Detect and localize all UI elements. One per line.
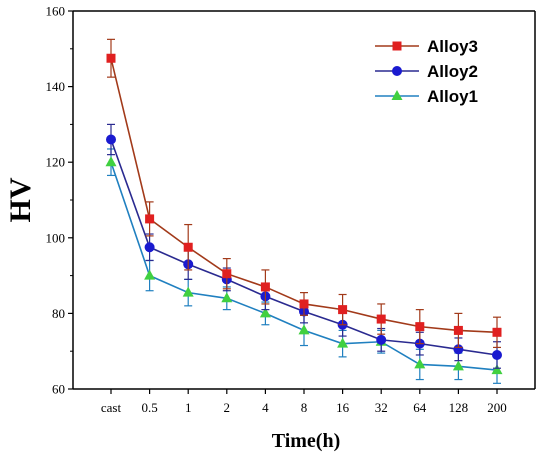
legend-marker: [392, 41, 402, 51]
data-point: [144, 242, 155, 253]
x-tick-label: 2: [224, 400, 231, 415]
data-point: [415, 322, 425, 332]
data-point: [491, 364, 503, 375]
series-alloy3: [106, 38, 502, 349]
data-point: [260, 282, 270, 292]
data-point: [452, 360, 464, 371]
x-ticks: cast 0.5 1 2 4 8 16 32 64 128 200: [101, 389, 507, 415]
data-point: [298, 324, 310, 335]
data-point: [145, 214, 155, 224]
data-point: [376, 334, 387, 345]
x-tick-label: cast: [101, 400, 122, 415]
x-tick-label: 0.5: [141, 400, 157, 415]
y-tick-label: 140: [46, 79, 66, 94]
y-tick-label: 120: [46, 155, 66, 170]
y-tick-label: 100: [46, 230, 66, 245]
legend-item: Alloy3: [375, 37, 478, 56]
data-point: [453, 344, 464, 355]
legend-marker: [391, 90, 403, 100]
legend-marker: [392, 66, 402, 76]
series-layer: [105, 38, 503, 384]
data-point: [106, 53, 116, 63]
x-tick-label: 1: [185, 400, 192, 415]
legend-label: Alloy2: [427, 62, 478, 81]
series-alloy1: [105, 148, 503, 384]
x-tick-label: 200: [487, 400, 507, 415]
legend-label: Alloy3: [427, 37, 478, 56]
data-point: [414, 358, 426, 369]
x-tick-label: 64: [413, 400, 427, 415]
data-point: [453, 325, 463, 335]
x-axis-title: Time(h): [272, 430, 341, 452]
x-tick-label: 4: [262, 400, 269, 415]
data-point: [299, 299, 309, 309]
data-point: [222, 269, 232, 279]
data-point: [183, 242, 193, 252]
data-point: [221, 292, 233, 303]
data-point: [182, 286, 194, 297]
legend-item: Alloy1: [375, 87, 478, 106]
y-axis-title: HV: [4, 177, 37, 222]
x-tick-label: 128: [449, 400, 469, 415]
x-tick-label: 32: [375, 400, 388, 415]
data-point: [338, 305, 348, 315]
data-point: [105, 156, 117, 167]
y-ticks: 60 80 100 120 140 160: [46, 4, 73, 397]
y-tick-label: 60: [52, 382, 65, 397]
data-point: [337, 337, 349, 348]
y-tick-label: 80: [52, 306, 65, 321]
x-tick-label: 8: [301, 400, 308, 415]
legend-label: Alloy1: [427, 87, 478, 106]
legend: Alloy3 Alloy2 Alloy1: [375, 37, 478, 106]
x-tick-label: 16: [336, 400, 350, 415]
data-point: [492, 327, 502, 337]
data-point: [144, 269, 156, 280]
data-point: [106, 134, 116, 145]
legend-item: Alloy2: [375, 62, 478, 81]
data-point: [492, 349, 502, 360]
data-point: [376, 314, 386, 324]
data-point: [259, 307, 271, 318]
y-tick-label: 160: [46, 4, 66, 19]
